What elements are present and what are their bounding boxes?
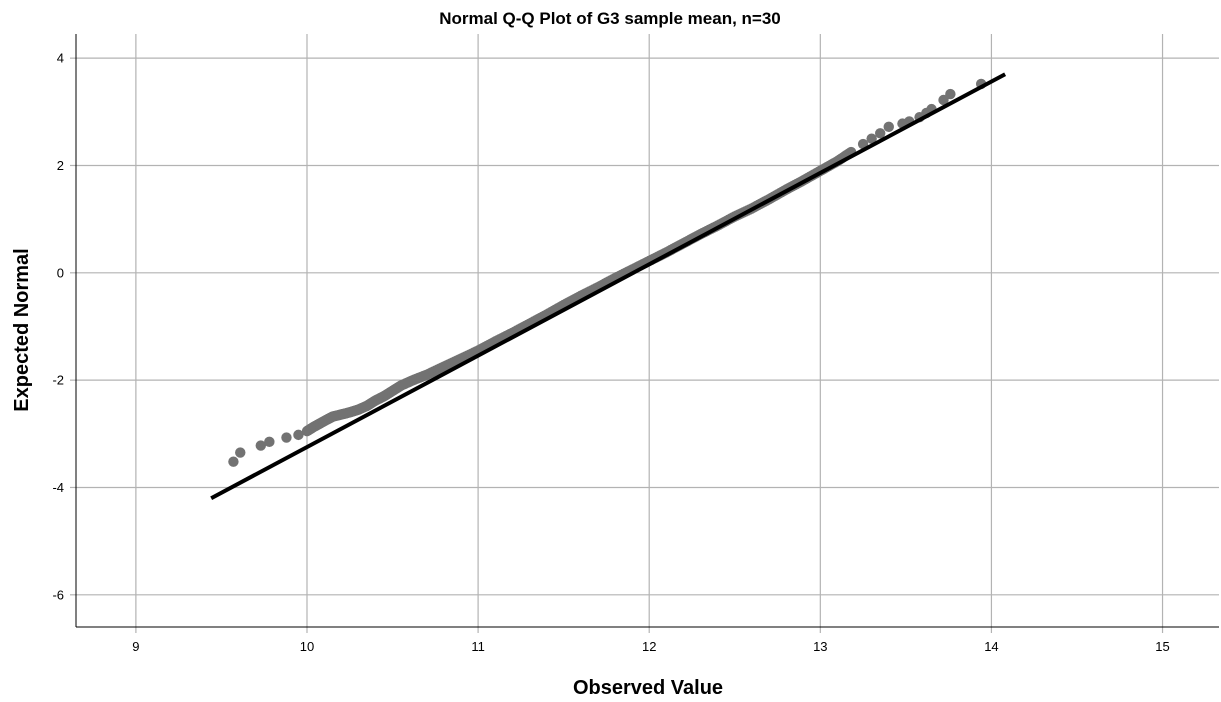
x-axis-title: Observed Value xyxy=(573,677,723,699)
y-tick-label: 2 xyxy=(57,158,64,173)
x-tick-label: 15 xyxy=(1155,639,1169,654)
data-point xyxy=(945,88,956,100)
data-point xyxy=(264,436,275,448)
chart-title: Normal Q-Q Plot of G3 sample mean, n=30 xyxy=(439,9,781,28)
x-tick-label: 14 xyxy=(984,639,998,654)
y-tick-label: 4 xyxy=(57,51,64,66)
reference-line xyxy=(210,72,1007,500)
data-point xyxy=(875,128,886,139)
x-tick-label: 13 xyxy=(813,639,827,654)
y-tick-label: -2 xyxy=(52,373,64,388)
data-point xyxy=(293,429,304,441)
data-point xyxy=(866,133,877,144)
data-point xyxy=(883,121,894,133)
y-tick-label: -6 xyxy=(52,587,64,602)
axes xyxy=(75,34,1219,628)
x-tick-label: 11 xyxy=(471,639,485,654)
y-tick-label: -4 xyxy=(52,480,64,495)
data-point xyxy=(938,94,949,106)
gridlines xyxy=(70,34,1219,633)
tick-labels: 9 10 11 12 13 14 15 -6 -4 -2 0 2 4 xyxy=(52,51,1169,654)
data-point xyxy=(255,440,266,451)
data-points xyxy=(228,78,987,467)
y-axis-title: Expected Normal xyxy=(11,248,33,411)
x-tick-label: 10 xyxy=(300,639,314,654)
x-tick-label: 9 xyxy=(132,639,139,654)
x-tick-label: 12 xyxy=(642,639,656,654)
data-point xyxy=(228,456,239,467)
data-point xyxy=(235,447,246,458)
y-tick-label: 0 xyxy=(57,265,64,280)
reference-line-group xyxy=(210,72,1007,500)
data-point xyxy=(281,432,292,443)
